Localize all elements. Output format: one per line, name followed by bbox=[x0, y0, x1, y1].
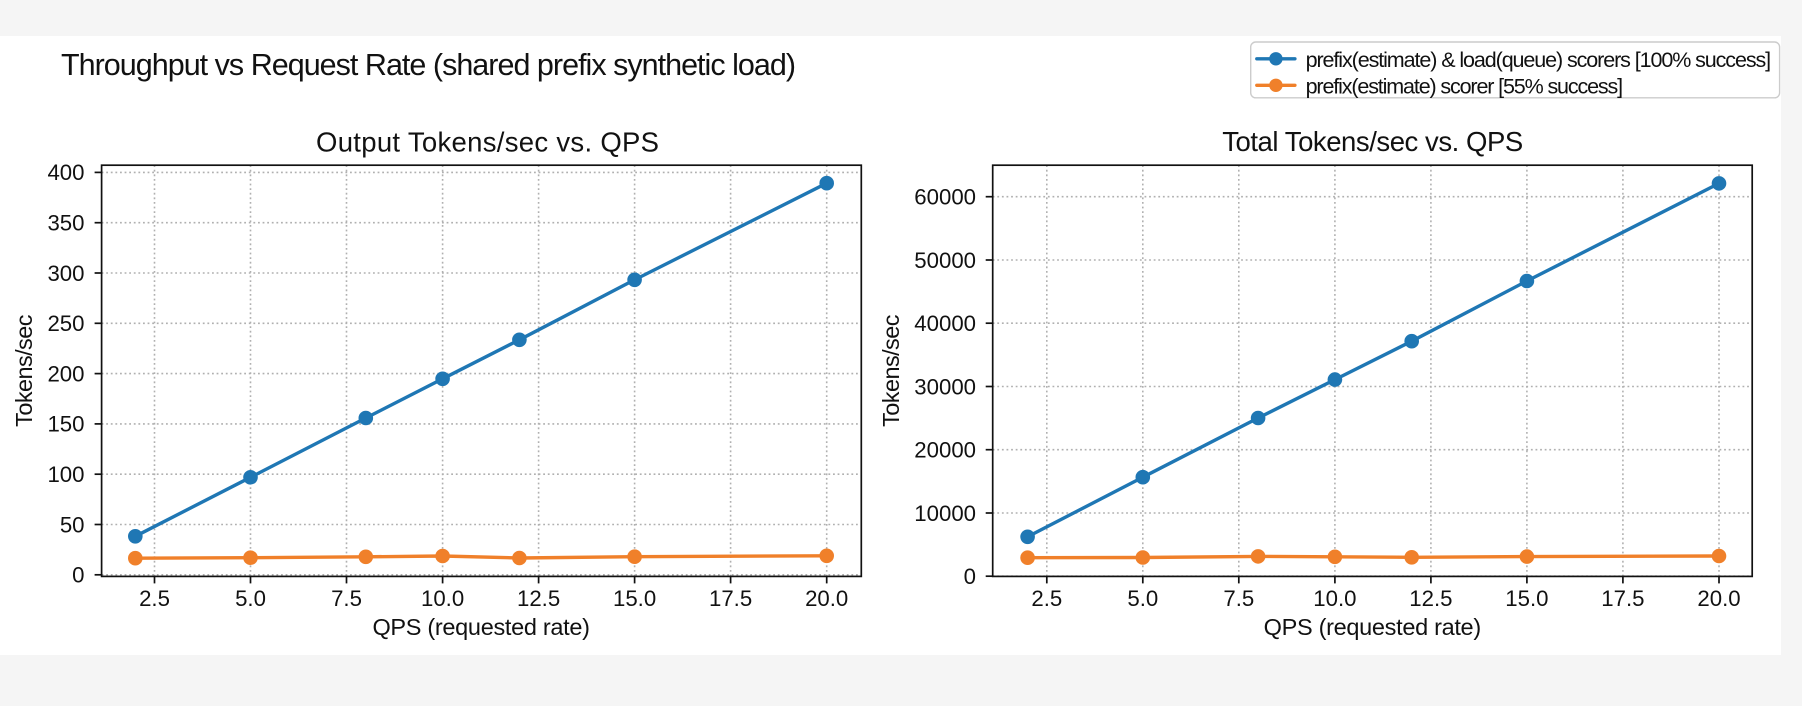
svg-text:17.5: 17.5 bbox=[709, 586, 752, 611]
svg-text:0: 0 bbox=[964, 564, 976, 589]
svg-text:10000: 10000 bbox=[914, 501, 976, 526]
svg-text:QPS (requested rate): QPS (requested rate) bbox=[372, 614, 590, 640]
svg-text:5.0: 5.0 bbox=[1127, 586, 1158, 611]
svg-text:200: 200 bbox=[47, 361, 84, 386]
svg-text:100: 100 bbox=[47, 462, 84, 487]
svg-text:0: 0 bbox=[72, 563, 84, 588]
svg-text:60000: 60000 bbox=[914, 185, 976, 210]
svg-text:10.0: 10.0 bbox=[1313, 586, 1356, 611]
svg-text:20.0: 20.0 bbox=[1697, 586, 1740, 611]
svg-text:Output Tokens/sec vs. QPS: Output Tokens/sec vs. QPS bbox=[316, 127, 659, 158]
svg-text:prefix(estimate) & load(queue): prefix(estimate) & load(queue) scorers [… bbox=[1306, 48, 1772, 72]
svg-text:400: 400 bbox=[47, 160, 84, 185]
svg-text:30000: 30000 bbox=[914, 374, 976, 399]
svg-text:2.5: 2.5 bbox=[1031, 586, 1062, 611]
svg-text:Throughput vs Request Rate (sh: Throughput vs Request Rate (shared prefi… bbox=[61, 48, 796, 82]
svg-text:50: 50 bbox=[60, 512, 85, 537]
svg-text:12.5: 12.5 bbox=[517, 586, 560, 611]
svg-text:prefix(estimate) scorer [55% s: prefix(estimate) scorer [55% success] bbox=[1306, 75, 1624, 99]
svg-text:150: 150 bbox=[47, 412, 84, 437]
svg-text:Tokens/sec: Tokens/sec bbox=[11, 314, 37, 427]
svg-text:300: 300 bbox=[47, 261, 84, 286]
svg-text:7.5: 7.5 bbox=[331, 586, 362, 611]
svg-text:40000: 40000 bbox=[914, 311, 976, 336]
svg-text:350: 350 bbox=[47, 211, 84, 236]
svg-text:17.5: 17.5 bbox=[1601, 586, 1644, 611]
svg-text:15.0: 15.0 bbox=[613, 586, 656, 611]
svg-text:5.0: 5.0 bbox=[235, 586, 266, 611]
svg-text:Tokens/sec: Tokens/sec bbox=[878, 314, 904, 427]
svg-text:2.5: 2.5 bbox=[139, 586, 170, 611]
svg-text:10.0: 10.0 bbox=[421, 586, 464, 611]
svg-text:Total Tokens/sec vs. QPS: Total Tokens/sec vs. QPS bbox=[1222, 126, 1523, 157]
svg-text:20.0: 20.0 bbox=[805, 586, 848, 611]
svg-text:50000: 50000 bbox=[914, 248, 976, 273]
svg-text:20000: 20000 bbox=[914, 438, 976, 463]
svg-text:12.5: 12.5 bbox=[1409, 586, 1452, 611]
svg-text:7.5: 7.5 bbox=[1223, 586, 1254, 611]
svg-text:15.0: 15.0 bbox=[1505, 586, 1548, 611]
svg-text:250: 250 bbox=[47, 311, 84, 336]
svg-text:QPS (requested rate): QPS (requested rate) bbox=[1264, 614, 1482, 640]
